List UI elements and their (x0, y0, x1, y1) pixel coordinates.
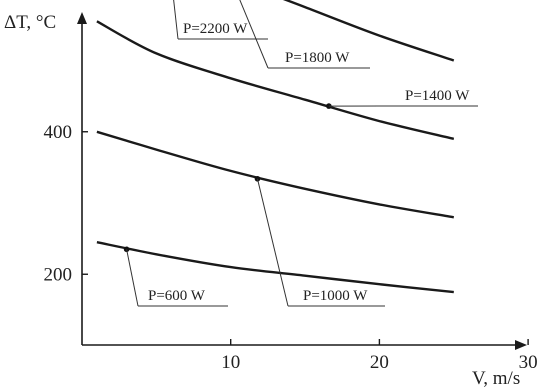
annotation-leader (126, 249, 139, 307)
series-label-4: P=1000 W (303, 288, 368, 304)
series-label-5: P=600 W (148, 288, 206, 304)
series-line-3 (96, 20, 455, 141)
annotations: P=2200 W P=1800 W P=1400 W P=1000 W P=600 W (123, 0, 478, 307)
axes (77, 12, 527, 350)
series-line-5 (96, 241, 454, 294)
x-axis-arrow (515, 340, 527, 350)
y-tick-label: 200 (44, 264, 73, 285)
series-lines (96, 0, 455, 294)
series-label-2: P=1800 W (285, 50, 350, 66)
x-tick-label: 20 (370, 352, 389, 373)
annotation-leader (256, 178, 289, 307)
x-tick-label: 10 (221, 352, 240, 373)
ticks: 102030200400600800 (44, 0, 538, 373)
y-tick-label: 400 (44, 122, 73, 143)
annotation-leader (173, 0, 179, 40)
series-line-2 (282, 0, 455, 62)
y-axis-arrow (77, 12, 87, 24)
y-axis-title: ΔT, °C (4, 12, 56, 33)
series-label-1: P=2200 W (183, 21, 248, 37)
series-line-4 (96, 130, 455, 219)
x-tick-label: 30 (519, 352, 538, 373)
x-axis-title: V, m/s (472, 368, 520, 389)
annotation-leader (239, 0, 269, 69)
series-label-3: P=1400 W (405, 88, 470, 104)
